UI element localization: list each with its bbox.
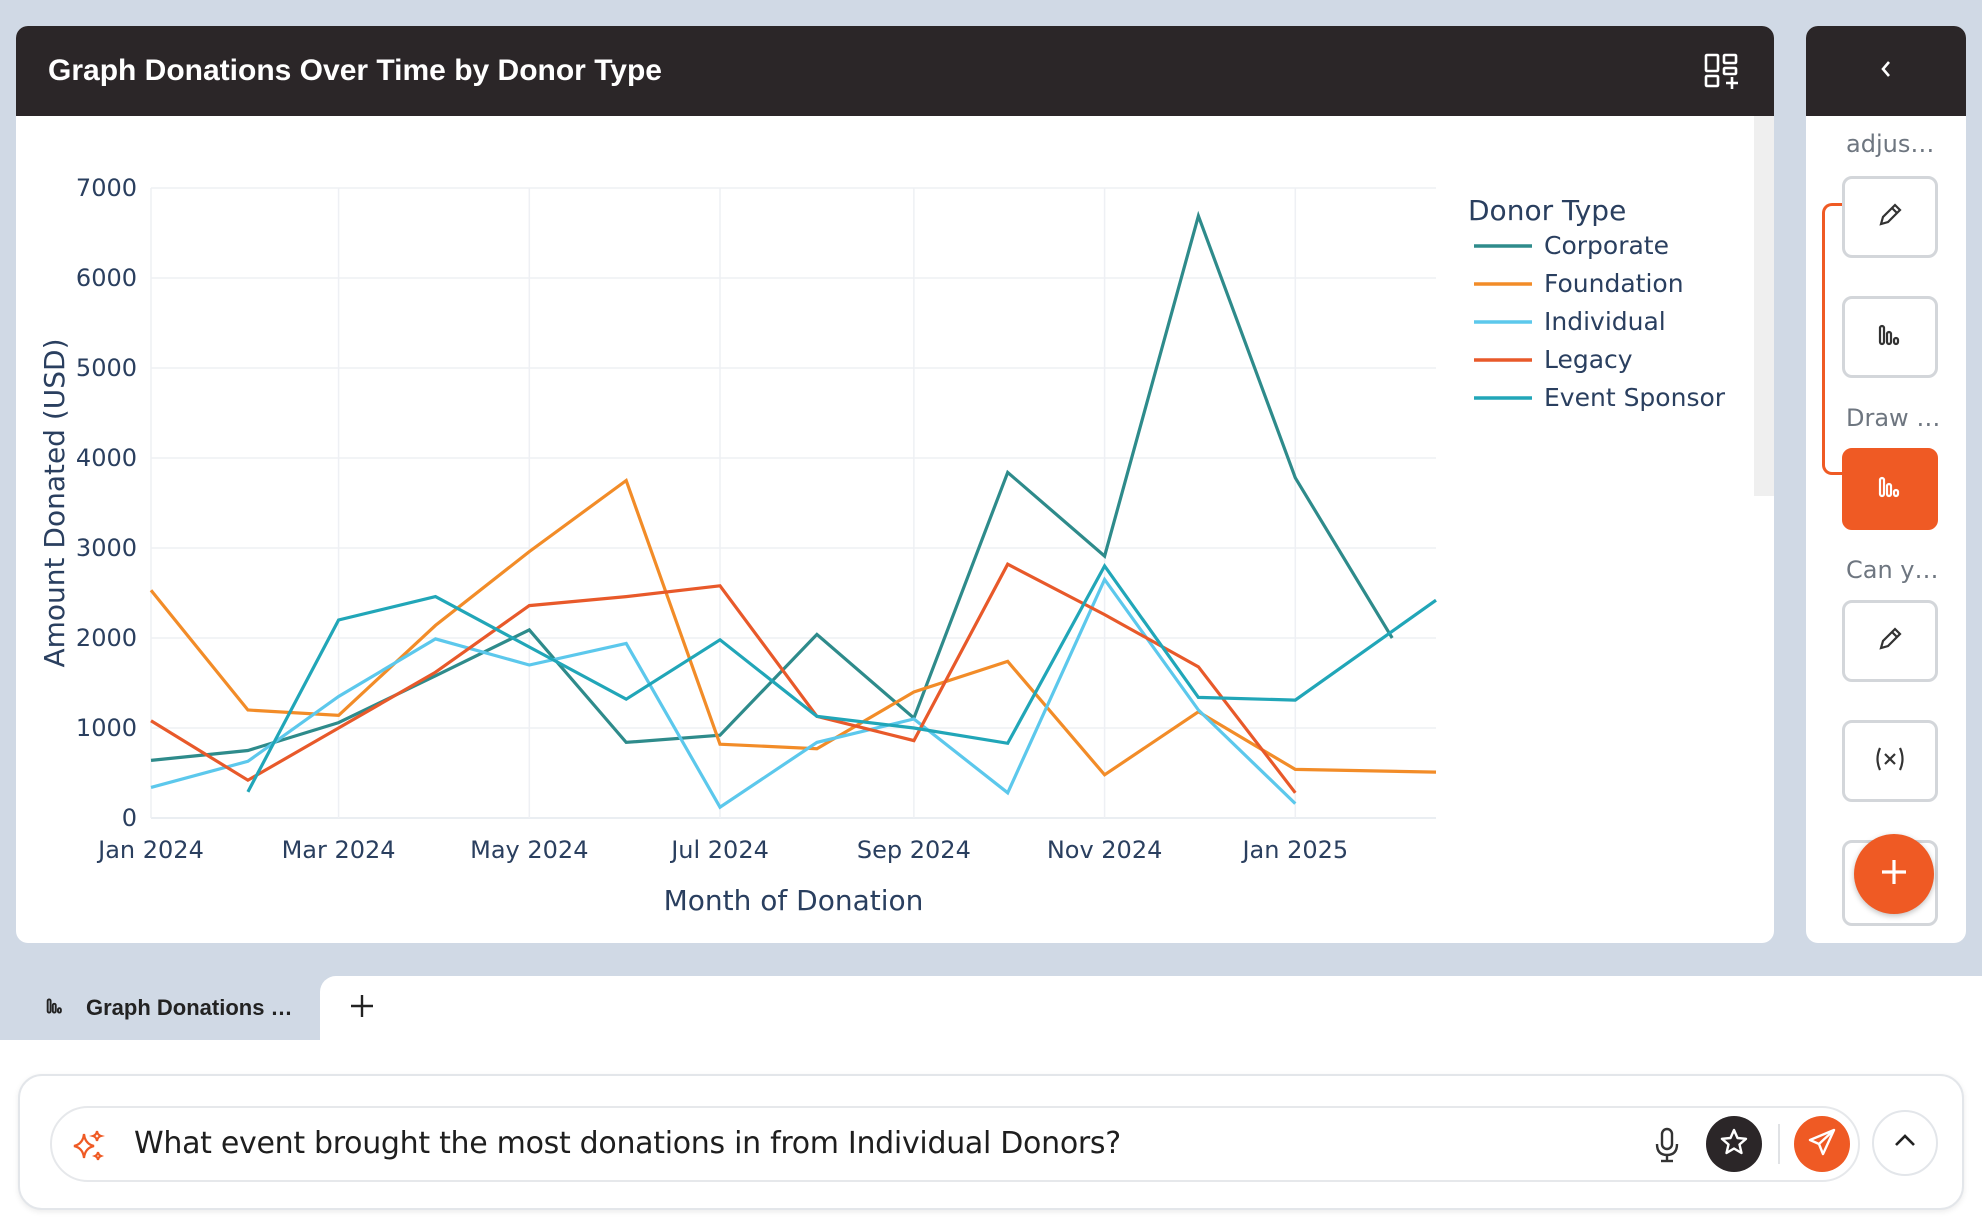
chat-input[interactable]: What event brought the most donations in… xyxy=(50,1106,1860,1182)
x-tick-label: Jan 2024 xyxy=(96,836,204,864)
chat-composer: What event brought the most donations in… xyxy=(18,1074,1964,1210)
add-widget-icon[interactable] xyxy=(1702,51,1742,91)
rail-header xyxy=(1806,26,1966,116)
legend-label: Foundation xyxy=(1544,269,1684,298)
tab-label: Graph Donations … xyxy=(86,995,293,1020)
x-tick-label: Sep 2024 xyxy=(857,836,971,864)
rail-label-adjust: adjus… xyxy=(1846,130,1935,158)
favorite-button[interactable] xyxy=(1706,1116,1762,1172)
panel-title: Graph Donations Over Time by Donor Type xyxy=(48,54,662,87)
rail-label-draw: Draw … xyxy=(1846,404,1941,432)
rail-edit-button-2[interactable] xyxy=(1842,600,1938,682)
y-tick-label: 6000 xyxy=(76,264,137,292)
x-tick-label: Nov 2024 xyxy=(1047,836,1163,864)
history-rail: adjus… Draw … Can y… xyxy=(1806,26,1966,943)
divider xyxy=(1778,1124,1780,1164)
y-tick-label: 4000 xyxy=(76,444,137,472)
chart-panel: Graph Donations Over Time by Donor Type … xyxy=(16,26,1774,943)
variable-icon xyxy=(1872,744,1908,779)
pencil-icon xyxy=(1875,624,1905,659)
x-tick-label: May 2024 xyxy=(470,836,588,864)
tab-strip-fill xyxy=(320,976,1982,1040)
line-chart: 0 1000 2000 3000 4000 5000 6000 7000 Jan 2024 Mar… xyxy=(38,174,1726,917)
chat-input-text: What event brought the most donations in… xyxy=(134,1126,1121,1161)
add-button[interactable] xyxy=(1854,834,1934,914)
rail-edit-button-1[interactable] xyxy=(1842,176,1938,258)
y-tick-label: 7000 xyxy=(76,174,137,202)
send-button[interactable] xyxy=(1794,1116,1850,1172)
y-tick-label: 3000 xyxy=(76,534,137,562)
rail-chart-button-1[interactable] xyxy=(1842,296,1938,378)
legend-label: Individual xyxy=(1544,307,1666,336)
bar-chart-icon xyxy=(44,995,66,1022)
series-line-legacy xyxy=(150,562,1297,794)
expand-button[interactable] xyxy=(1872,1110,1938,1176)
x-tick-label: Jul 2024 xyxy=(669,836,769,864)
y-axis-title: Amount Donated (USD) xyxy=(38,338,71,667)
rail-chart-button-active[interactable] xyxy=(1842,448,1938,530)
y-tick-label: 5000 xyxy=(76,354,137,382)
x-tick-label: Mar 2024 xyxy=(282,836,396,864)
sparkle-icon xyxy=(70,1128,106,1169)
x-axis-title: Month of Donation xyxy=(664,884,924,917)
rail-variable-button[interactable] xyxy=(1842,720,1938,802)
series-line-corporate xyxy=(150,210,1394,762)
series-line-individual xyxy=(150,576,1297,810)
y-tick-label: 1000 xyxy=(76,714,137,742)
send-icon xyxy=(1807,1127,1837,1162)
microphone-icon[interactable] xyxy=(1652,1126,1682,1169)
bottom-area: Graph Donations … What event brought the… xyxy=(0,976,1982,1228)
chevron-up-icon xyxy=(1892,1128,1918,1159)
legend-title: Donor Type xyxy=(1468,194,1626,227)
series-line-foundation xyxy=(149,477,1437,777)
new-tab-button[interactable] xyxy=(344,990,380,1026)
x-tick-label: Jan 2025 xyxy=(1240,836,1348,864)
legend-label: Corporate xyxy=(1544,231,1669,260)
tab-graph-donations[interactable]: Graph Donations … xyxy=(16,976,320,1040)
rail-label-can: Can y… xyxy=(1846,556,1939,584)
y-tick-label: 0 xyxy=(122,804,137,832)
plus-icon xyxy=(349,993,375,1024)
chart-area: 0 1000 2000 3000 4000 5000 6000 7000 Jan 2024 Mar… xyxy=(16,116,1754,943)
collapse-chevron-icon[interactable] xyxy=(1874,57,1898,86)
plus-icon xyxy=(1878,856,1910,893)
y-tick-label: 2000 xyxy=(76,624,137,652)
bar-chart-icon xyxy=(1875,472,1905,507)
panel-header: Graph Donations Over Time by Donor Type xyxy=(16,26,1774,116)
selection-bracket xyxy=(1822,203,1842,475)
star-icon xyxy=(1719,1127,1749,1162)
bar-chart-icon xyxy=(1875,320,1905,355)
panel-scrollbar[interactable] xyxy=(1754,116,1774,496)
series-line-event-sponsor xyxy=(246,562,1437,793)
legend-label: Event Sponsor xyxy=(1544,383,1726,412)
legend-label: Legacy xyxy=(1544,345,1633,374)
pencil-icon xyxy=(1875,200,1905,235)
